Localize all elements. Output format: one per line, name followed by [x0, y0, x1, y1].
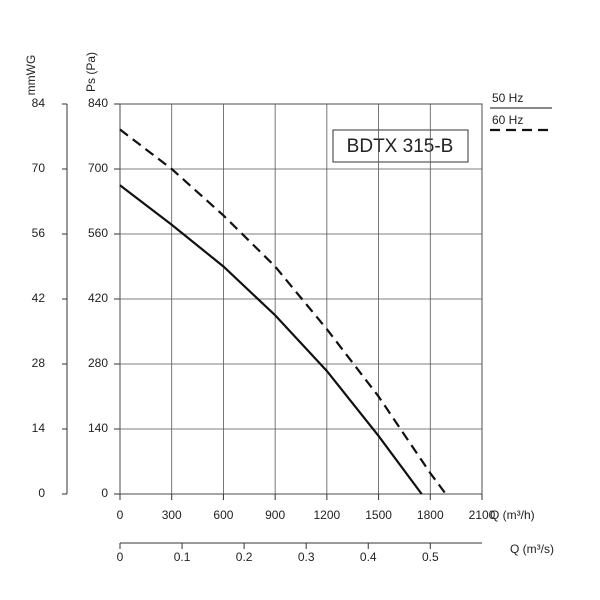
x-tick-label: 1200: [314, 508, 341, 522]
legend-label: 50 Hz: [492, 91, 523, 105]
x2-axis-label: Q (m³/s): [510, 542, 554, 556]
y-tick-label: 420: [88, 291, 108, 305]
y-axis-label: Ps (Pa): [84, 52, 98, 92]
y2-tick-label: 56: [32, 226, 46, 240]
y2-tick-label: 14: [32, 421, 46, 435]
x2-tick-label: 0: [117, 550, 124, 564]
x-tick-label: 600: [213, 508, 233, 522]
y-tick-label: 700: [88, 161, 108, 175]
model-label: BDTX 315-B: [347, 136, 454, 157]
y-tick-label: 280: [88, 356, 108, 370]
x2-tick-label: 0.4: [360, 550, 377, 564]
x-tick-label: 900: [265, 508, 285, 522]
y2-tick-label: 28: [32, 356, 46, 370]
y2-tick-label: 0: [38, 486, 45, 500]
legend-label: 60 Hz: [492, 113, 523, 127]
model-box: [332, 129, 469, 163]
y-tick-label: 0: [101, 486, 108, 500]
x-tick-label: 0: [117, 508, 124, 522]
x-tick-label: 1800: [417, 508, 444, 522]
y-tick-label: 560: [88, 226, 108, 240]
curve: [119, 128, 447, 495]
x2-tick-label: 0.3: [298, 550, 315, 564]
x-axis-label: Q (m³/h): [490, 508, 535, 522]
x-tick-label: 2100: [469, 508, 496, 522]
y2-tick-label: 84: [32, 96, 46, 110]
y2-axis-label: mmWG: [24, 55, 38, 96]
curve: [119, 184, 423, 495]
y2-tick-label: 42: [32, 291, 46, 305]
x2-tick-label: 0.1: [174, 550, 191, 564]
y-tick-label: 840: [88, 96, 108, 110]
x2-tick-label: 0.5: [422, 550, 439, 564]
x-tick-label: 300: [162, 508, 182, 522]
x-tick-label: 1500: [365, 508, 392, 522]
y-tick-label: 140: [88, 421, 108, 435]
x2-tick-label: 0.2: [236, 550, 253, 564]
y2-tick-label: 70: [32, 161, 46, 175]
